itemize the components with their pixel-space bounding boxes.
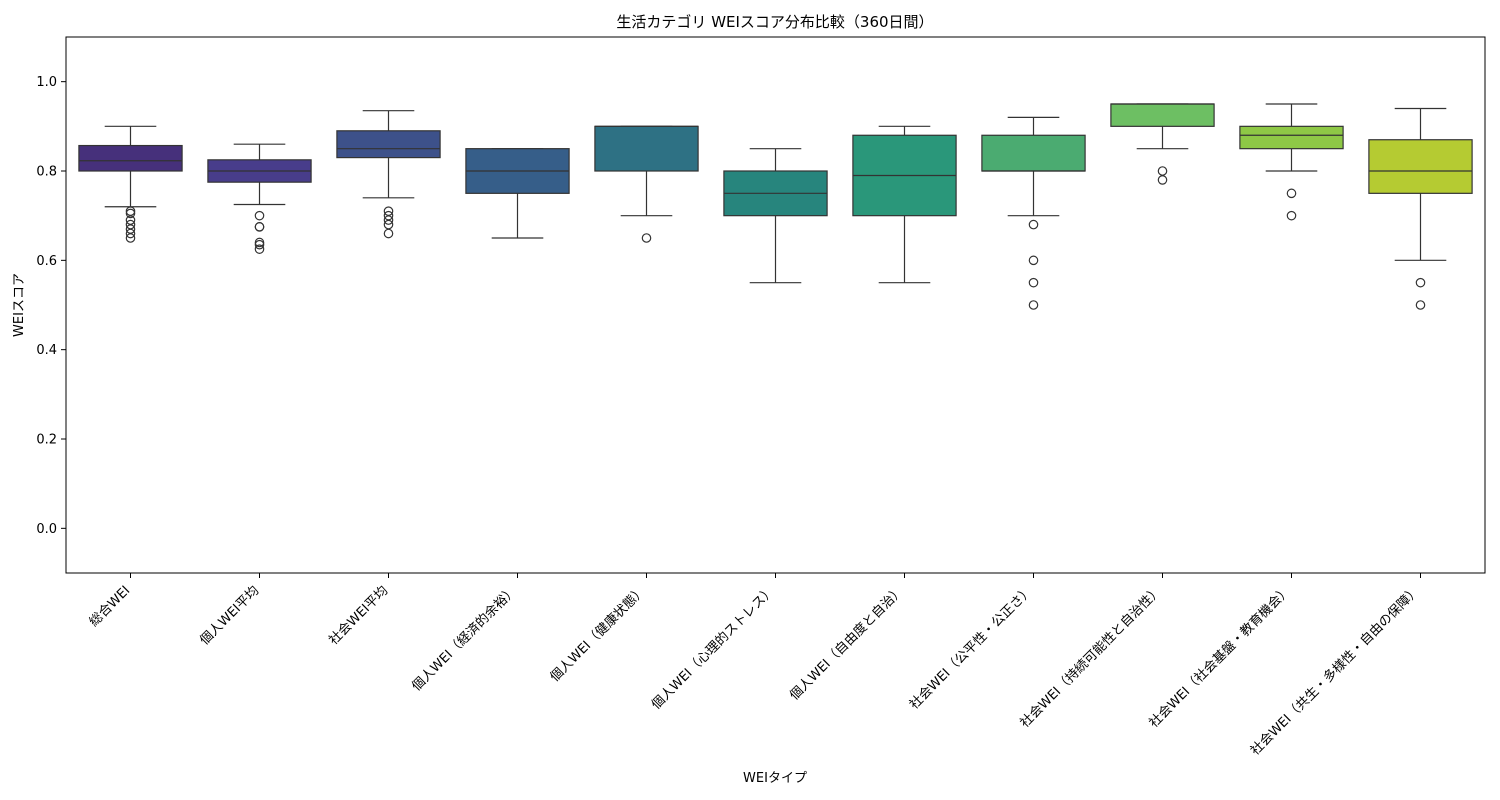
box-group	[465, 148, 570, 239]
chart-title: 生活カテゴリ WEIスコア分布比較（360日間）	[616, 13, 933, 31]
x-tick-label: 総合WEI	[87, 583, 134, 630]
y-axis-label: WEIスコア	[12, 273, 27, 337]
outlier-point	[1286, 210, 1297, 221]
box-group	[723, 148, 828, 284]
x-tick-label: 個人WEI（心理的ストレス）	[648, 583, 778, 713]
outlier-point	[1415, 300, 1426, 310]
x-tick-label: 社会WEI平均	[326, 583, 392, 649]
outlier-point	[1286, 188, 1297, 199]
outlier-point	[125, 233, 136, 243]
box-group	[336, 110, 441, 239]
box-group	[1368, 107, 1473, 310]
x-tick-label: 社会WEI（持続可能性と自治性）	[1017, 583, 1165, 731]
box	[981, 134, 1086, 172]
y-tick-label: 0.0	[36, 522, 57, 537]
y-tick-label: 0.6	[36, 254, 57, 269]
outlier-point	[254, 222, 265, 232]
outlier-point	[254, 210, 265, 221]
outlier-point	[1415, 277, 1426, 288]
box-group	[981, 116, 1086, 310]
y-tick-label: 0.8	[36, 165, 57, 180]
y-tick-label: 1.0	[36, 75, 57, 90]
boxes-layer	[78, 103, 1473, 310]
outlier-point	[1157, 166, 1168, 176]
outlier-point	[1028, 219, 1039, 230]
box	[1110, 103, 1215, 127]
outlier-point	[254, 239, 265, 250]
y-axis: 0.0 0.2 0.4 0.6 0.8 1.0	[36, 75, 66, 537]
x-tick-label: 個人WEI（経済的余裕）	[409, 583, 521, 695]
box	[1368, 139, 1473, 194]
outlier-point	[1028, 300, 1039, 310]
outlier-point	[383, 215, 394, 225]
x-tick-label: 社会WEI（公平性・公正さ）	[906, 583, 1036, 713]
x-tick-label: 個人WEI（健康状態）	[547, 583, 649, 685]
y-tick-label: 0.2	[36, 433, 57, 448]
outlier-point	[383, 228, 394, 239]
x-tick-label: 個人WEI平均	[197, 583, 262, 648]
y-tick-label: 0.4	[36, 343, 57, 358]
outlier-point	[1028, 277, 1039, 288]
box	[594, 125, 699, 172]
plot-area	[65, 36, 1486, 574]
x-axis-label: WEIタイプ	[743, 771, 807, 786]
box-group	[78, 125, 183, 243]
box-group	[852, 125, 957, 284]
outlier-point	[125, 208, 136, 219]
box-group	[1239, 103, 1344, 221]
box	[1239, 125, 1344, 150]
box-group	[1110, 103, 1215, 185]
box-group	[207, 143, 312, 254]
x-axis: 総合WEI 個人WEI平均 社会WEI平均 個人WEI（経済的余裕） 個人WEI（健康状…	[87, 573, 1423, 759]
box-group	[594, 125, 699, 243]
outlier-point	[254, 244, 265, 254]
outlier-point	[1157, 175, 1168, 185]
outlier-point	[641, 233, 652, 243]
x-tick-label: 個人WEI（自由度と自治）	[786, 583, 907, 704]
outlier-point	[125, 228, 136, 239]
box	[78, 144, 183, 172]
box	[336, 130, 441, 159]
x-tick-label: 社会WEI（社会基盤・教育機会）	[1146, 583, 1294, 731]
outlier-point	[1028, 255, 1039, 266]
